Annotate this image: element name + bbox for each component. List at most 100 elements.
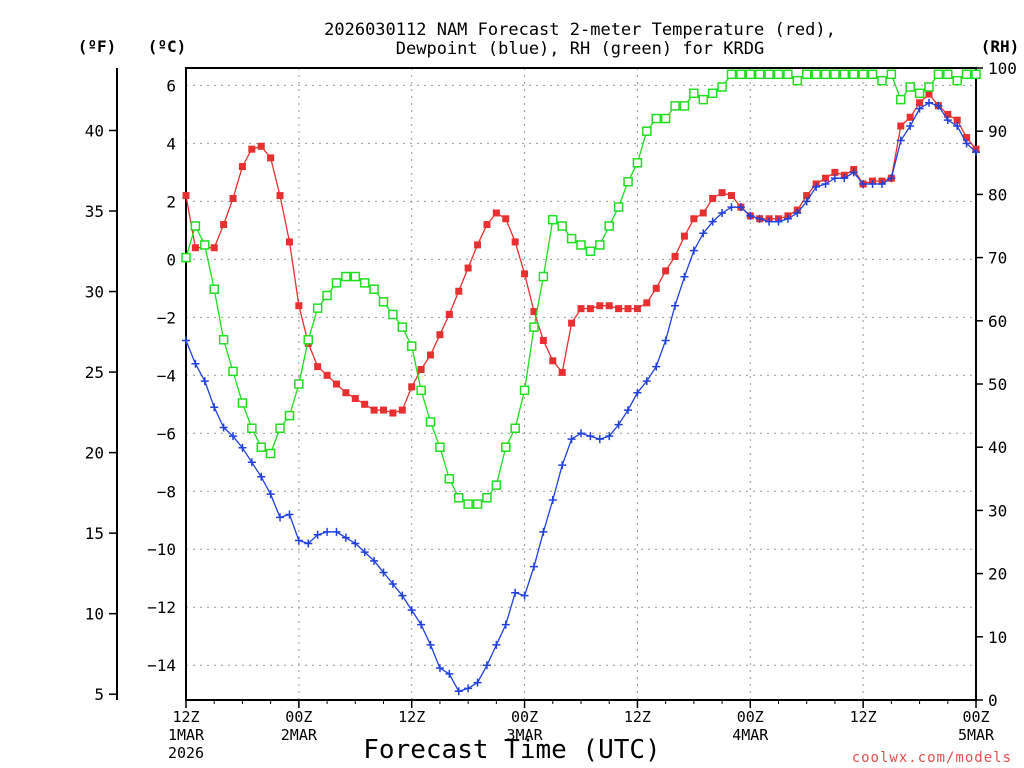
- temperature-point: [483, 221, 491, 229]
- rh-point: [284, 410, 295, 421]
- temperature-point: [953, 116, 961, 124]
- dewpoint-point: [398, 591, 407, 600]
- temperature-point: [680, 232, 688, 240]
- rh-point: [501, 442, 511, 452]
- rh-point: [482, 493, 492, 503]
- temperature-point: [709, 194, 717, 202]
- rh-point: [218, 335, 229, 345]
- rh-point: [341, 271, 351, 282]
- dewpoint-point: [257, 472, 266, 481]
- temperature-point: [699, 209, 707, 217]
- dewpoint-point: [238, 443, 247, 452]
- rh-point: [265, 448, 276, 459]
- rh-point: [839, 69, 850, 80]
- rh-tick-label: 10: [988, 628, 1007, 647]
- rh-point: [322, 290, 332, 301]
- celsius-tick-label: −12: [147, 598, 176, 617]
- dewpoint-point: [492, 640, 501, 649]
- dewpoint-point: [210, 403, 219, 412]
- rh-tick-label: 90: [988, 122, 1007, 141]
- celsius-tick-label: 0: [166, 250, 176, 269]
- temperature-point: [605, 302, 613, 310]
- x-tick-label: 00Z: [285, 708, 312, 726]
- temperature-point: [624, 305, 632, 313]
- rh-point: [228, 366, 238, 377]
- rh-line: [185, 73, 976, 505]
- rh-point: [679, 101, 690, 111]
- rh-point: [444, 474, 455, 484]
- rh-point: [745, 69, 756, 80]
- rh-point: [830, 69, 840, 80]
- temperature-point: [257, 142, 265, 150]
- dewpoint-point: [229, 432, 238, 441]
- dewpoint-point: [708, 217, 717, 226]
- temperature-point: [332, 380, 340, 388]
- temperature-point: [727, 192, 735, 200]
- temperature-point: [671, 252, 679, 260]
- celsius-tick-label: −10: [147, 540, 176, 559]
- rh-point: [933, 69, 944, 80]
- rh-point: [237, 398, 248, 408]
- temperature-point: [314, 363, 322, 371]
- rh-point: [491, 480, 502, 490]
- rh-point: [425, 417, 436, 427]
- rh-point: [651, 113, 661, 124]
- dewpoint-point: [774, 217, 783, 226]
- dewpoint-point: [191, 359, 200, 368]
- dewpoint-point: [539, 527, 548, 536]
- dewpoint-point: [285, 510, 294, 519]
- chart-title-line2: Dewpoint (blue), RH (green) for KRDG: [396, 39, 764, 59]
- temperature-point: [897, 122, 905, 130]
- dewpoint-point: [736, 203, 745, 212]
- x-tick-year-label: 2026: [168, 744, 204, 762]
- rh-point: [566, 233, 577, 244]
- rh-tick-label: 100: [988, 59, 1017, 78]
- temperature-point: [568, 319, 576, 327]
- rh-point: [952, 75, 962, 86]
- temperature-point: [615, 305, 623, 313]
- x-tick-label: 12Z: [172, 708, 199, 726]
- rh-tick-label: 60: [988, 312, 1007, 331]
- temperature-point: [916, 99, 924, 107]
- rh-point: [200, 240, 210, 250]
- rh-point: [350, 271, 361, 282]
- celsius-tick-label: 4: [166, 134, 176, 153]
- dewpoint-point: [595, 435, 604, 444]
- rh-point: [660, 113, 671, 124]
- rh-point: [294, 379, 304, 389]
- dewpoint-point: [388, 580, 397, 589]
- temperature-point: [445, 310, 453, 318]
- fahrenheit-tick-label: 20: [85, 444, 104, 463]
- temperature-point: [633, 305, 641, 313]
- x-axis-label: Forecast Time (UTC): [363, 735, 660, 765]
- temperature-point: [558, 368, 566, 376]
- rh-point: [801, 69, 812, 80]
- temperature-point: [944, 110, 952, 118]
- dewpoint-point: [614, 420, 623, 429]
- rh-point: [707, 88, 718, 99]
- dewpoint-point: [332, 527, 341, 536]
- dewpoint-point: [783, 214, 792, 223]
- x-tick-label: 00Z: [511, 708, 538, 726]
- axes: [109, 67, 983, 708]
- rh-tick-label: 20: [988, 565, 1007, 584]
- temperature-point: [718, 189, 726, 197]
- rh-point: [312, 303, 323, 313]
- rh-point: [406, 341, 417, 351]
- dewpoint-point: [924, 98, 933, 107]
- rh-point: [858, 69, 868, 80]
- temperature-point: [492, 209, 500, 217]
- rh-tick-label: 30: [988, 501, 1007, 520]
- rh-point: [613, 202, 624, 212]
- x-tick-label: 00Z: [962, 708, 989, 726]
- temperature-point: [906, 113, 914, 121]
- dewpoint-point: [266, 490, 275, 499]
- x-tick-date-label: 2MAR: [281, 726, 318, 744]
- rh-axis-label: (RH): [981, 37, 1020, 56]
- dewpoint-point: [953, 121, 962, 130]
- rh-point: [576, 240, 586, 250]
- dewpoint-point: [849, 168, 858, 177]
- dewpoint-point: [972, 148, 980, 157]
- celsius-tick-label: 2: [166, 192, 176, 211]
